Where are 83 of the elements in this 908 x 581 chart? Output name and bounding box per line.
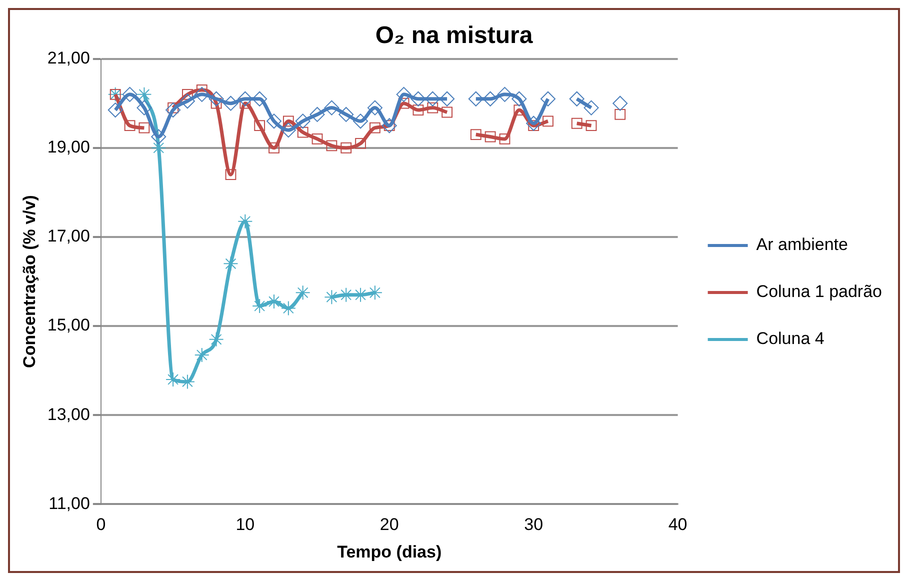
point (297, 126, 308, 138)
point (584, 100, 599, 116)
x-tick-label: 40 (668, 515, 688, 534)
x-tick-label: 20 (380, 515, 399, 534)
x-tick-label: 0 (96, 515, 106, 534)
point (324, 100, 340, 116)
point (312, 134, 323, 144)
point (282, 116, 294, 127)
point (612, 96, 628, 111)
point (586, 120, 597, 132)
point (367, 285, 382, 300)
point (326, 140, 338, 152)
y-tick-label: 11,00 (48, 494, 90, 513)
point (353, 114, 368, 129)
point (252, 91, 268, 106)
point (268, 142, 280, 154)
legend-label: Ar ambiente (756, 235, 848, 254)
point (252, 298, 268, 314)
point (571, 118, 582, 129)
legend-label: Coluna 4 (756, 329, 824, 348)
point (340, 142, 352, 154)
point (396, 86, 412, 102)
point (151, 129, 166, 144)
point (266, 294, 282, 310)
point (310, 106, 325, 122)
point (166, 102, 181, 118)
point (223, 96, 238, 111)
x-tick-label: 10 (236, 515, 255, 534)
x-tick-label: 30 (524, 515, 544, 534)
point (295, 285, 310, 300)
point (367, 100, 382, 116)
point (136, 86, 152, 102)
point (208, 332, 224, 347)
point (427, 102, 438, 114)
point (254, 120, 266, 132)
point (542, 116, 554, 127)
point (136, 100, 152, 116)
point (338, 106, 354, 122)
y-tick-label: 21,00 (47, 48, 90, 68)
point (468, 91, 484, 106)
point (180, 94, 195, 109)
y-tick-label: 19,00 (47, 138, 90, 157)
point (482, 91, 498, 106)
point (225, 169, 236, 180)
point (440, 91, 455, 106)
y-tick-label: 15,00 (47, 316, 90, 335)
point (238, 214, 253, 229)
point (324, 290, 340, 305)
chart-title: O₂ na mistura (375, 22, 534, 50)
x-axis-title: Tempo (dias) (337, 542, 442, 562)
point (295, 114, 310, 129)
point (122, 86, 138, 102)
point (108, 102, 123, 118)
point (369, 122, 380, 134)
y-axis-title: Concentração (% v/v) (20, 195, 39, 368)
point (166, 372, 181, 387)
point (194, 86, 210, 102)
point (410, 91, 426, 106)
point (238, 91, 253, 106)
point (484, 131, 496, 142)
point (526, 116, 542, 131)
point (208, 91, 224, 106)
point (124, 120, 136, 132)
point (512, 91, 527, 106)
point (614, 109, 626, 120)
point (280, 122, 296, 138)
point (280, 300, 296, 316)
point (355, 138, 366, 149)
point (223, 256, 238, 272)
point (470, 129, 482, 140)
point (194, 347, 210, 362)
legend-label: Coluna 1 padrão (756, 282, 882, 302)
point (442, 106, 452, 118)
point (412, 104, 424, 116)
point (540, 91, 556, 106)
y-tick-label: 17,00 (47, 226, 90, 246)
y-tick-label: 13,00 (47, 404, 90, 424)
point (497, 86, 512, 102)
point (499, 134, 510, 144)
point (425, 91, 440, 106)
point (569, 91, 584, 106)
point (138, 122, 150, 134)
point (266, 114, 282, 129)
